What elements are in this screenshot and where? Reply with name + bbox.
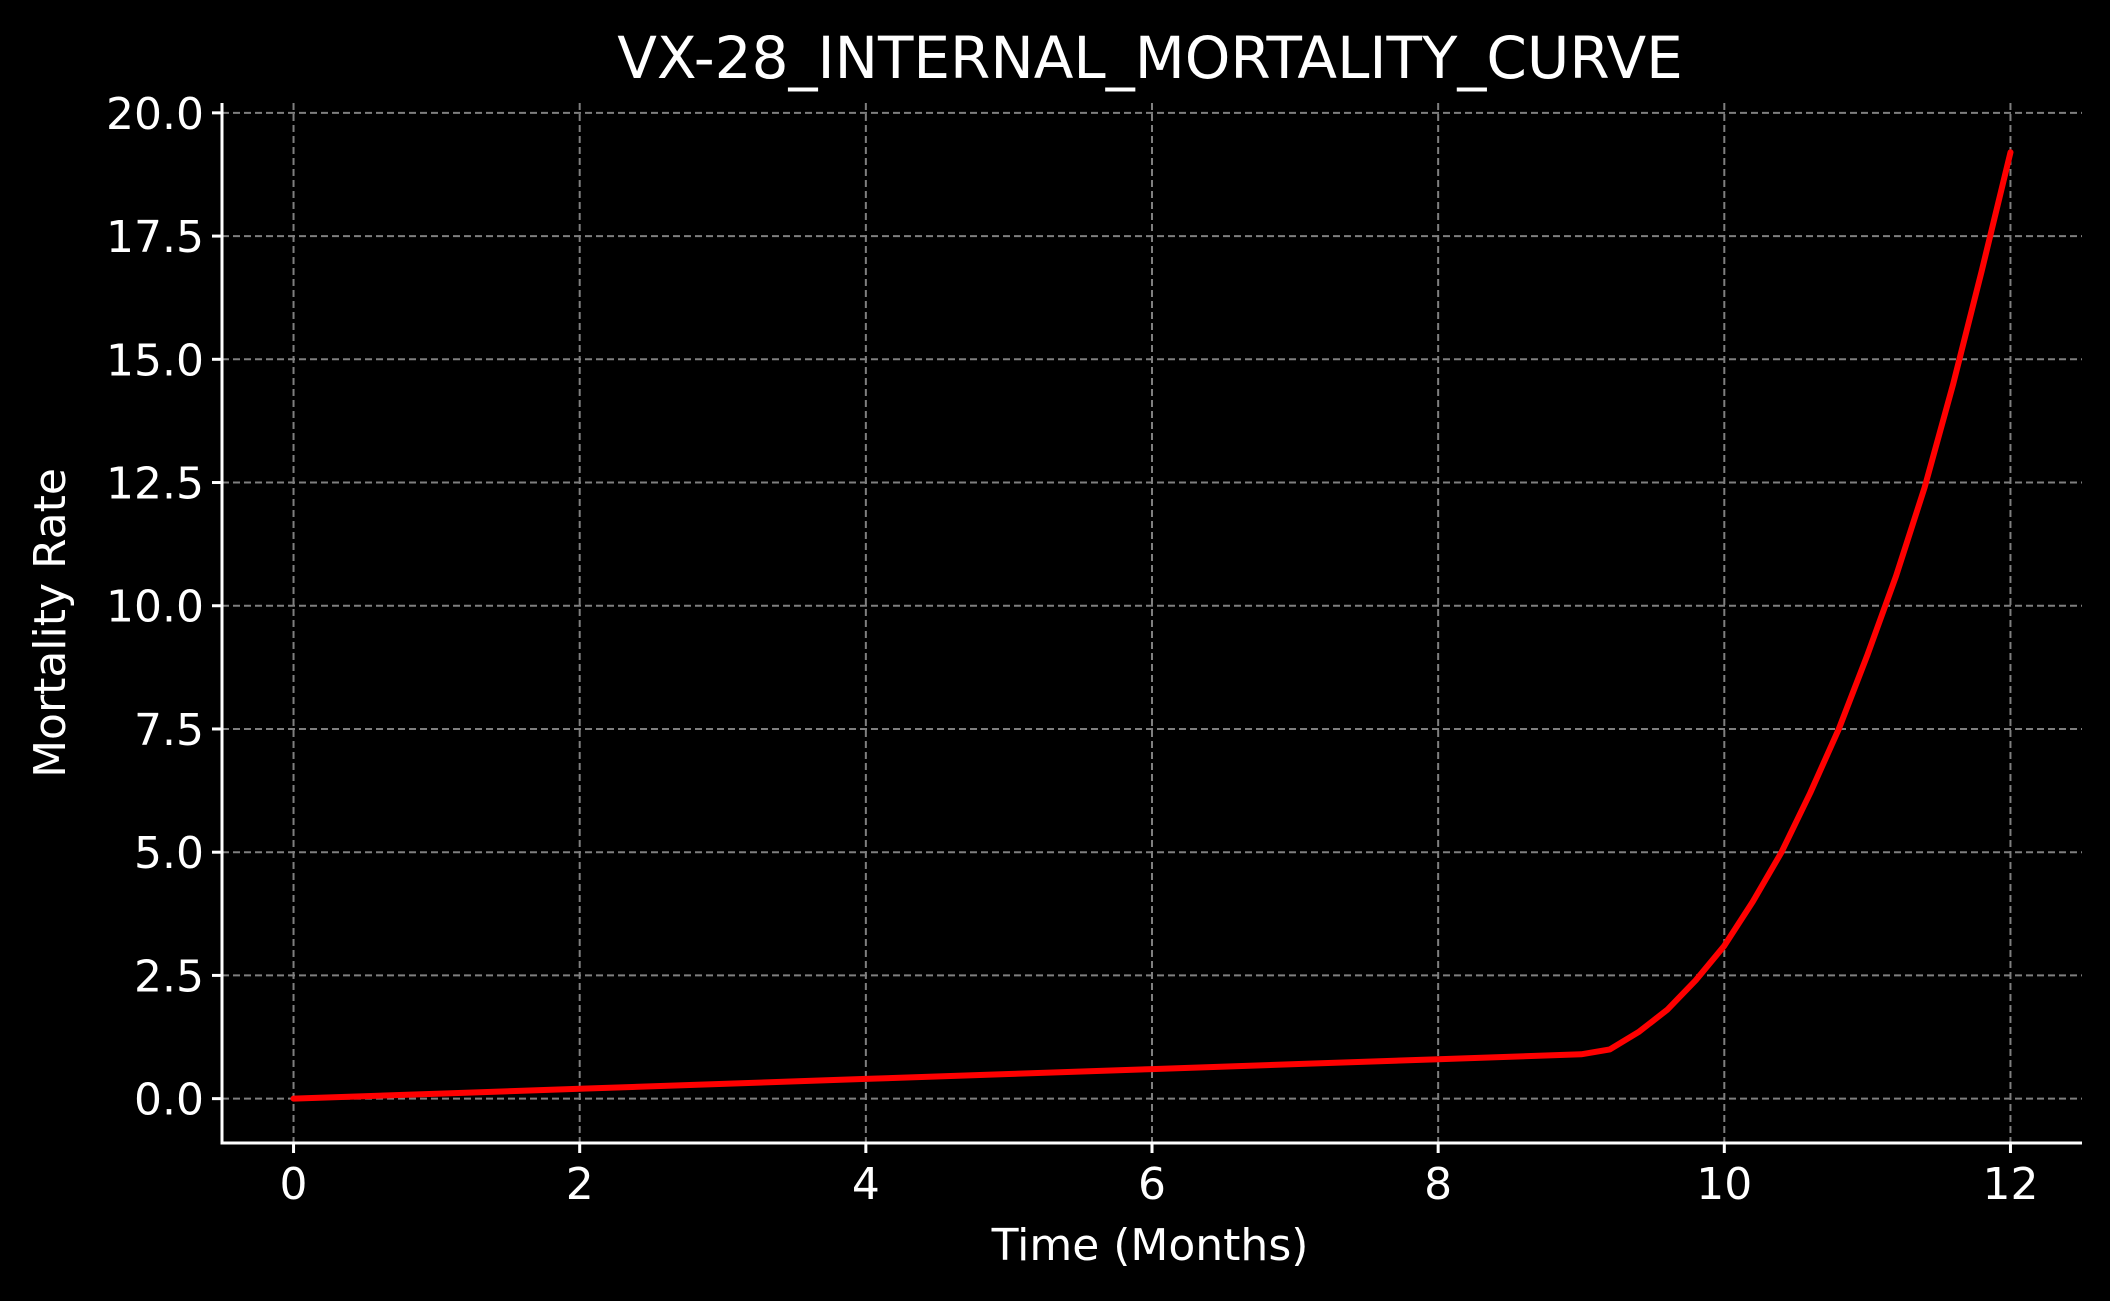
chart-title: VX-28_INTERNAL_MORTALITY_CURVE <box>617 24 1683 92</box>
y-tick-label: 15.0 <box>106 335 204 386</box>
axes: 0 2 4 6 8 10 12 0.0 2.5 5.0 7.5 10.0 12.5 15.0 17.5 20.… <box>106 89 2082 1210</box>
y-tick-label: 17.5 <box>106 212 204 263</box>
x-axis-label: Time (Months) <box>991 1220 1309 1271</box>
grid <box>222 103 2082 1143</box>
y-tick-label: 2.5 <box>134 951 204 1002</box>
y-tick-label: 0.0 <box>134 1075 204 1126</box>
x-tick-label: 12 <box>1982 1159 2038 1210</box>
x-tick-label: 8 <box>1424 1159 1452 1210</box>
y-tick-label: 20.0 <box>106 89 204 140</box>
y-tick-label: 7.5 <box>134 705 204 756</box>
x-tick-label: 2 <box>566 1159 594 1210</box>
x-tick-label: 0 <box>280 1159 308 1210</box>
series-line <box>290 149 2014 1102</box>
x-tick-label: 6 <box>1138 1159 1166 1210</box>
y-tick-label: 10.0 <box>106 582 204 633</box>
y-axis-label: Mortality Rate <box>25 468 76 778</box>
y-tick-label: 5.0 <box>134 828 204 879</box>
x-tick-label: 10 <box>1696 1159 1752 1210</box>
series-layer <box>290 149 2014 1102</box>
x-tick-label: 4 <box>852 1159 880 1210</box>
y-tick-label: 12.5 <box>106 459 204 510</box>
